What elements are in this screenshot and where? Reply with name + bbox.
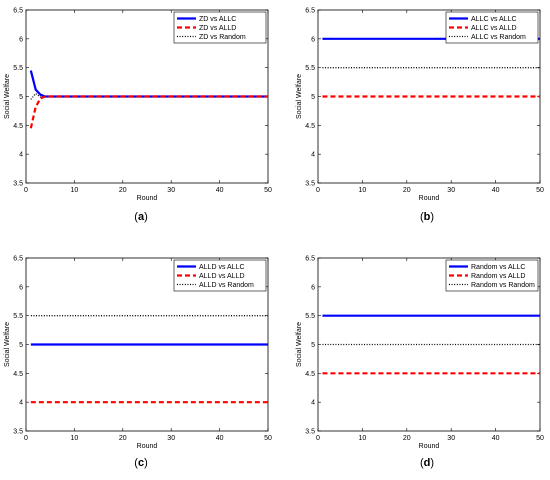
y-tick-label: 5.5	[305, 65, 315, 72]
x-tick-label: 30	[167, 187, 175, 194]
y-tick-label: 3.5	[305, 429, 315, 436]
x-tick-label: 50	[536, 187, 544, 194]
panel-caption: (d)	[420, 457, 434, 469]
legend-entry: ALLC vs ALLD	[471, 25, 517, 32]
legend-entry: ZD vs ALLC	[199, 16, 236, 23]
x-tick-label: 20	[119, 187, 127, 194]
legend-entry: ALLC vs ALLC	[471, 16, 517, 23]
chart-panel-b: 0 10 20 30 40 50 3.5 4 4.5 5 5.5 6 6.5 Round Social We…	[296, 8, 544, 224]
y-tick-label: 3.5	[13, 181, 23, 188]
x-axis-label: Round	[419, 443, 440, 450]
y-tick-label: 4	[19, 152, 23, 159]
caption-letter: a	[138, 211, 145, 223]
x-tick-label: 0	[316, 435, 320, 442]
x-tick-label: 50	[264, 435, 272, 442]
x-axis-label: Round	[137, 443, 158, 450]
y-tick-label: 4	[19, 400, 23, 407]
x-tick-label: 40	[216, 435, 224, 442]
y-tick-label: 5.5	[13, 65, 23, 72]
caption-close: )	[430, 457, 434, 469]
caption-letter: c	[138, 457, 144, 469]
legend-entry: ALLD vs ALLC	[199, 264, 245, 271]
series-line-2	[29, 95, 268, 129]
y-tick-label: 5	[19, 342, 23, 349]
y-tick-label: 4.5	[13, 371, 23, 378]
x-tick-label: 20	[403, 435, 411, 442]
x-tick-label: 40	[216, 187, 224, 194]
y-tick-label: 6.5	[305, 8, 315, 15]
x-tick-label: 10	[359, 435, 367, 442]
x-tick-label: 10	[71, 435, 79, 442]
y-tick-label: 6	[19, 284, 23, 291]
x-tick-label: 50	[264, 187, 272, 194]
y-axis-label: Social Welfare	[4, 322, 11, 367]
y-tick-label: 6.5	[13, 8, 23, 15]
caption-close: )	[430, 211, 434, 223]
legend-entry: ALLC vs Random	[471, 34, 526, 41]
legend-entry: Random vs ALLD	[471, 273, 525, 280]
legend-entry: ALLD vs Random	[199, 282, 254, 289]
legend-entry: Random vs ALLC	[471, 264, 525, 271]
x-tick-label: 10	[71, 187, 79, 194]
panel-caption: (b)	[420, 211, 434, 223]
y-tick-label: 4.5	[305, 123, 315, 130]
y-axis-label: Social Welfare	[4, 74, 11, 119]
panel-caption: (c)	[134, 457, 147, 469]
caption-open: (	[134, 211, 138, 223]
y-tick-label: 5.5	[305, 313, 315, 320]
caption-open: (	[420, 457, 424, 469]
x-tick-label: 20	[119, 435, 127, 442]
x-tick-label: 0	[24, 435, 28, 442]
legend-entry: ZD vs Random	[199, 34, 246, 41]
x-tick-label: 30	[167, 435, 175, 442]
x-tick-label: 40	[492, 435, 500, 442]
y-tick-label: 6.5	[305, 256, 315, 263]
chart-panel-a: 0 10 20 30 40 50 3.5 4 4.5 5 5.5 6 6.5 Round Social We…	[4, 8, 272, 224]
y-axis-label: Social Welfare	[296, 74, 303, 119]
caption-close: )	[144, 211, 148, 223]
caption-close: )	[144, 457, 148, 469]
x-axis-label: Round	[137, 195, 158, 202]
y-tick-label: 3.5	[13, 429, 23, 436]
y-tick-label: 6.5	[13, 256, 23, 263]
y-tick-label: 5	[19, 94, 23, 101]
x-tick-label: 30	[447, 187, 455, 194]
x-tick-label: 40	[492, 187, 500, 194]
y-tick-label: 6	[311, 284, 315, 291]
y-tick-label: 6	[19, 36, 23, 43]
chart-panel-c: 0 10 20 30 40 50 3.5 4 4.5 5 5.5 6 6.5 Round Social We…	[4, 256, 272, 470]
x-tick-label: 0	[316, 187, 320, 194]
caption-open: (	[134, 457, 138, 469]
y-tick-label: 4	[311, 152, 315, 159]
x-tick-label: 0	[24, 187, 28, 194]
y-axis-label: Social Welfare	[296, 322, 303, 367]
y-tick-label: 4	[311, 400, 315, 407]
x-tick-label: 20	[403, 187, 411, 194]
panel-caption: (a)	[134, 211, 147, 223]
x-tick-label: 10	[359, 187, 367, 194]
x-axis-label: Round	[419, 195, 440, 202]
caption-open: (	[420, 211, 424, 223]
y-tick-label: 4.5	[305, 371, 315, 378]
chart-panel-d: 0 10 20 30 40 50 3.5 4 4.5 5 5.5 6 6.5 Round Social We…	[296, 256, 544, 470]
legend-entry: ALLD vs ALLD	[199, 273, 245, 280]
y-tick-label: 5	[311, 342, 315, 349]
y-tick-label: 6	[311, 36, 315, 43]
x-tick-label: 50	[536, 435, 544, 442]
caption-letter: b	[424, 211, 431, 223]
y-tick-label: 5	[311, 94, 315, 101]
legend-entry: Random vs Random	[471, 282, 535, 289]
y-tick-label: 4.5	[13, 123, 23, 130]
legend-entry: ZD vs ALLD	[199, 25, 236, 32]
y-tick-label: 3.5	[305, 181, 315, 188]
caption-letter: d	[424, 457, 431, 469]
x-tick-label: 30	[447, 435, 455, 442]
y-tick-label: 5.5	[13, 313, 23, 320]
